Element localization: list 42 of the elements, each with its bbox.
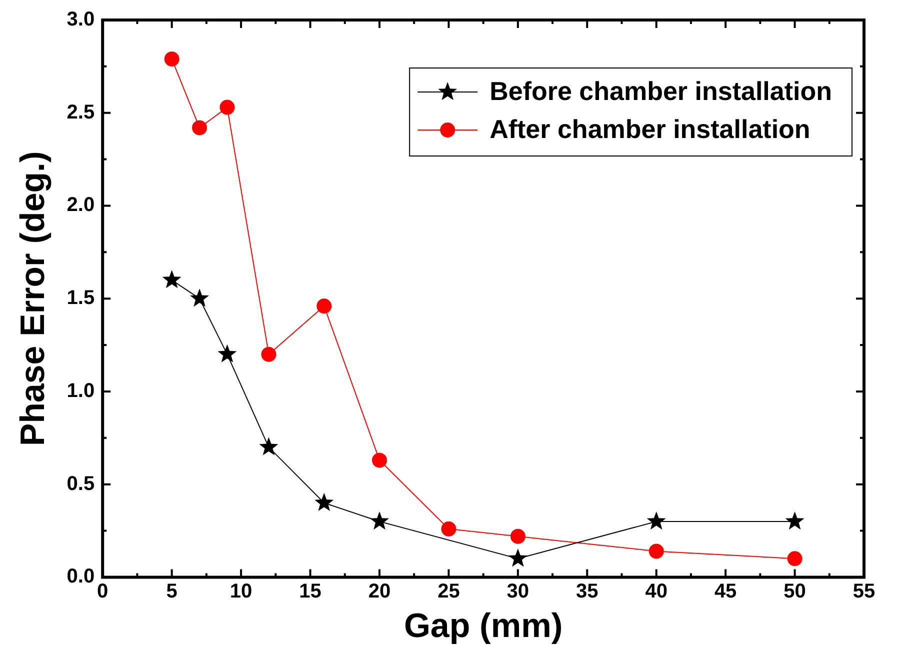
x-tick-label: 15 (299, 580, 322, 603)
x-tick-label: 35 (576, 580, 598, 603)
point (162, 270, 182, 288)
x-tick-label: 30 (506, 580, 530, 603)
point (785, 511, 804, 530)
y-tick-label: 0.5 (66, 472, 95, 495)
point (508, 548, 528, 567)
y-tick-label: 2.5 (66, 101, 95, 124)
legend-label: Before chamber installation (490, 76, 832, 106)
point (372, 452, 387, 468)
point (164, 52, 180, 67)
point (190, 288, 210, 307)
point (218, 344, 237, 362)
x-tick-label: 40 (645, 580, 668, 603)
point (316, 298, 332, 314)
y-tick-label: 2.0 (66, 194, 95, 216)
x-tick-label: 20 (368, 580, 391, 603)
point (370, 511, 389, 530)
y-tick-label: 0.0 (66, 566, 95, 588)
point (648, 544, 664, 559)
x-tick-label: 55 (852, 580, 876, 603)
point (646, 511, 666, 530)
point (259, 437, 278, 456)
point (787, 551, 802, 566)
point (441, 521, 456, 536)
x-tick-label: 5 (166, 580, 178, 603)
x-tick-label: 45 (714, 580, 737, 603)
y-tick-label: 3.0 (66, 8, 95, 31)
x-tick-label: 10 (230, 580, 252, 603)
x-tick-label: 25 (438, 580, 460, 603)
point (220, 100, 235, 115)
x-tick-label: 0 (97, 580, 108, 603)
y-tick-label: 1.5 (66, 287, 95, 310)
point (192, 120, 208, 136)
y-tick-label: 1.0 (66, 380, 95, 402)
x-tick-label: 50 (784, 580, 806, 603)
point (261, 346, 276, 362)
y-axis-title: Phase Error (deg.) (14, 151, 52, 446)
point (510, 528, 526, 544)
x-axis-title: Gap (mm) (404, 606, 563, 645)
point (314, 492, 334, 511)
legend-label: After chamber installation (490, 114, 810, 144)
